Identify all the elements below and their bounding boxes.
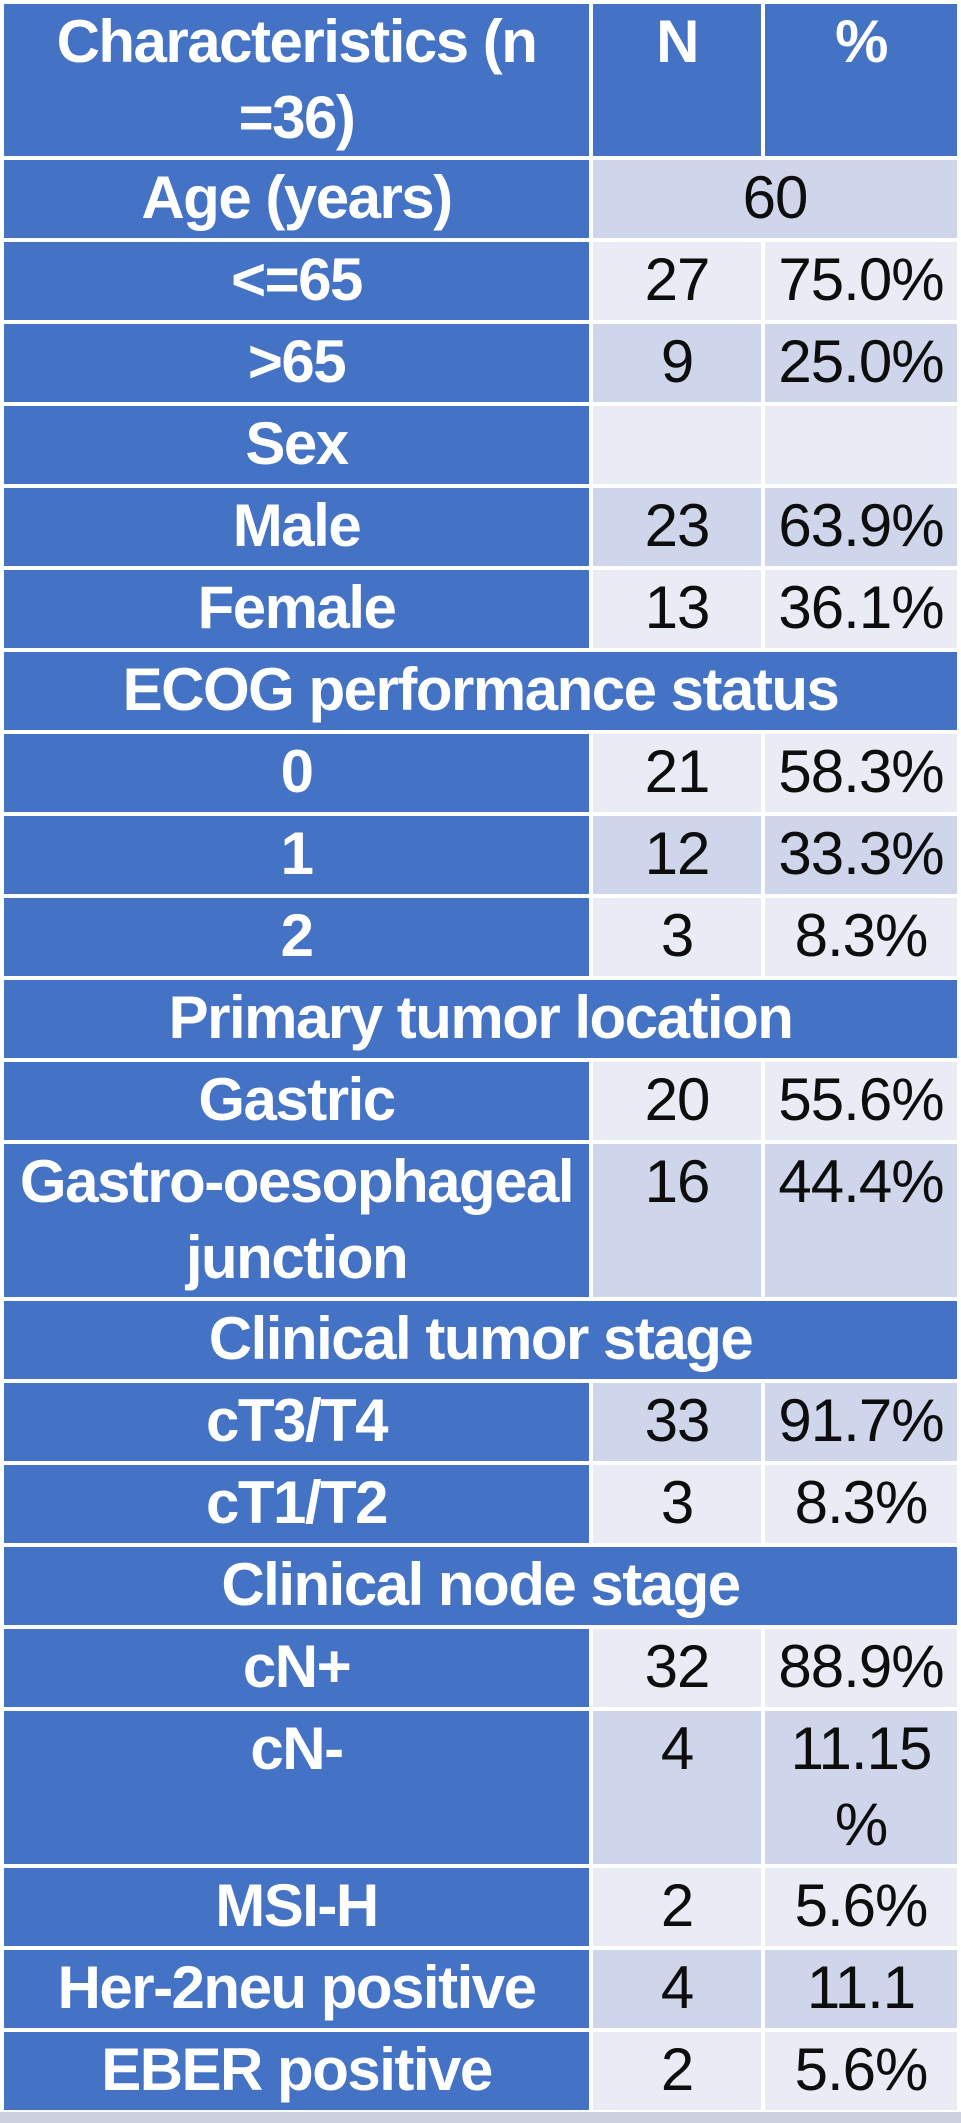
n-value: 3 (593, 898, 761, 976)
row-label-sex: Sex (4, 406, 589, 484)
row-label: cT1/T2 (4, 1465, 589, 1543)
pct-value: 8.3% (765, 898, 957, 976)
row-label: 2 (4, 898, 589, 976)
section-header-clinical-node-stage: Clinical node stage (4, 1547, 957, 1625)
pct-value: 88.9% (765, 1629, 957, 1707)
pct-value: 44.4% (765, 1144, 957, 1297)
pct-value: 25.0% (765, 324, 957, 402)
row-label: cT3/T4 (4, 1383, 589, 1461)
merged-value-age: 60 (593, 160, 957, 238)
row-label: Male (4, 488, 589, 566)
n-value: 32 (593, 1629, 761, 1707)
row-label: Female (4, 570, 589, 648)
col-header-percent: % (765, 4, 957, 156)
pct-value: 8.3% (765, 1465, 957, 1543)
pct-value: 11.1 (765, 1950, 957, 2028)
section-header-primary-tumor-location: Primary tumor location (4, 980, 957, 1058)
pct-value: 63.9% (765, 488, 957, 566)
pct-value: 58.3% (765, 734, 957, 812)
row-label-age: Age (years) (4, 160, 589, 238)
bottom-edge-strip (0, 2112, 961, 2123)
n-value: 16 (593, 1144, 761, 1297)
n-value: 33 (593, 1383, 761, 1461)
pct-value: 55.6% (765, 1062, 957, 1140)
n-value-empty (593, 406, 761, 484)
row-label: EBER positive (4, 2032, 589, 2110)
n-value: 23 (593, 488, 761, 566)
row-label: >65 (4, 324, 589, 402)
pct-value: 33.3% (765, 816, 957, 894)
section-header-clinical-tumor-stage: Clinical tumor stage (4, 1301, 957, 1379)
pct-value: 75.0% (765, 242, 957, 320)
n-value: 27 (593, 242, 761, 320)
row-label: <=65 (4, 242, 589, 320)
pct-value-empty (765, 406, 957, 484)
row-label: Her-2neu positive (4, 1950, 589, 2028)
n-value: 4 (593, 1711, 761, 1864)
pct-value: 36.1% (765, 570, 957, 648)
n-value: 21 (593, 734, 761, 812)
n-value: 2 (593, 2032, 761, 2110)
col-header-characteristics: Characteristics (n =36) (4, 4, 589, 156)
row-label-goj: Gastro-oesophageal junction (4, 1144, 589, 1297)
pct-value: 11.15 % (765, 1711, 957, 1864)
pct-value: 91.7% (765, 1383, 957, 1461)
row-label-cn-neg: cN- (4, 1711, 589, 1864)
section-header-ecog: ECOG performance status (4, 652, 957, 730)
row-label: 0 (4, 734, 589, 812)
pct-value: 5.6% (765, 1868, 957, 1946)
n-value: 13 (593, 570, 761, 648)
n-value: 3 (593, 1465, 761, 1543)
col-header-n: N (593, 4, 761, 156)
n-value: 4 (593, 1950, 761, 2028)
row-label: 1 (4, 816, 589, 894)
row-label: cN+ (4, 1629, 589, 1707)
row-label: Gastric (4, 1062, 589, 1140)
row-label: MSI-H (4, 1868, 589, 1946)
n-value: 12 (593, 816, 761, 894)
n-value: 9 (593, 324, 761, 402)
pct-value: 5.6% (765, 2032, 957, 2110)
n-value: 2 (593, 1868, 761, 1946)
n-value: 20 (593, 1062, 761, 1140)
